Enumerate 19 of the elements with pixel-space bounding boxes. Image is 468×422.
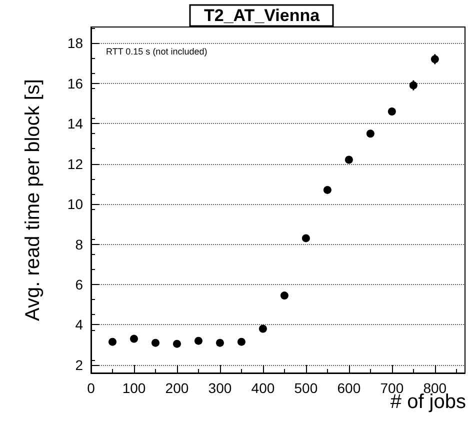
y-tick-label: 18	[67, 35, 84, 52]
x-tick-label: 0	[87, 380, 96, 396]
x-tick-label: 300	[208, 380, 232, 396]
y-tick-label: 4	[75, 316, 84, 333]
y-tick-label: 6	[75, 276, 84, 292]
y-tick-label: 12	[67, 156, 84, 172]
y-tick-label: 10	[67, 196, 84, 212]
y-tick-label: 2	[75, 356, 84, 373]
x-tick-label: 400	[251, 380, 275, 396]
y-tick-label: 8	[75, 236, 84, 252]
x-tick-label: 500	[294, 380, 318, 396]
x-tick-label: 600	[337, 380, 361, 396]
y-axis-title: Avg. read time per block [s]	[22, 79, 44, 321]
annotation: RTT 0.15 s (not included)	[106, 46, 208, 56]
x-tick-label: 200	[165, 380, 189, 396]
y-tick-label: 14	[67, 116, 84, 132]
chart-title: T2_AT_Vienna	[204, 6, 320, 25]
x-tick-label: 100	[122, 380, 146, 396]
y-tick-label: 16	[67, 75, 84, 92]
